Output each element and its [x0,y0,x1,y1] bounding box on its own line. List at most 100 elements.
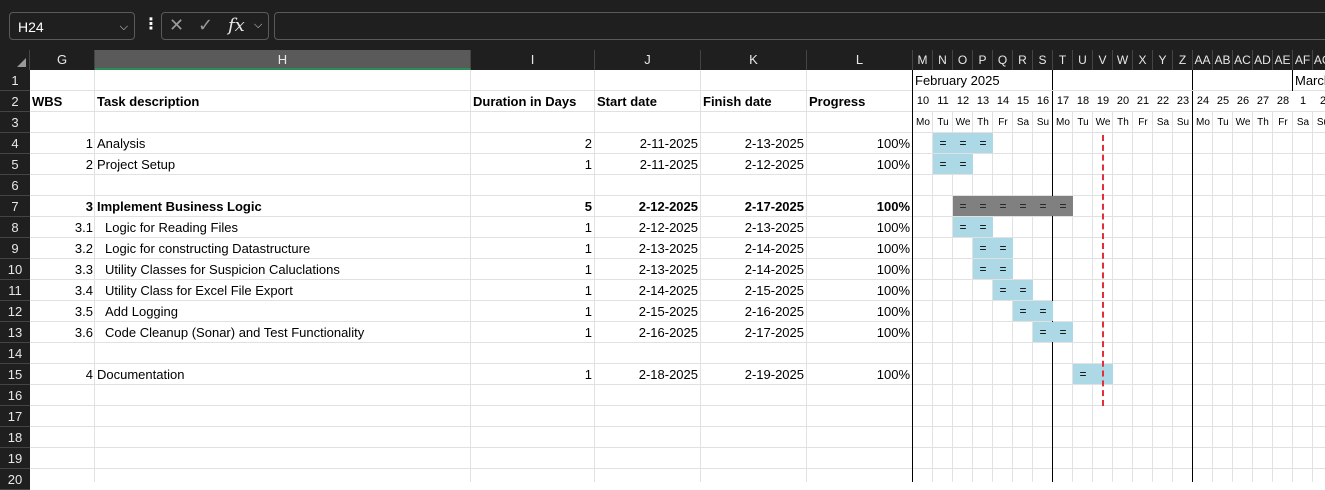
row-header[interactable]: 9 [0,238,30,259]
column-header-AC[interactable]: AC [1233,50,1253,70]
gridline [30,342,913,343]
gantt-progress-marker: = [979,262,987,276]
chevron-down-icon[interactable]: ⌵ [119,21,128,33]
gantt-progress-marker: = [999,199,1007,213]
column-header-AE[interactable]: AE [1273,50,1293,70]
enter-icon[interactable]: ✓ [198,15,214,35]
row-header[interactable]: 20 [0,469,30,490]
row-header[interactable]: 10 [0,259,30,280]
column-header-AG[interactable]: AG [1313,50,1325,70]
gridline [30,90,913,91]
row-header[interactable]: 12 [0,301,30,322]
cancel-icon[interactable]: ✕ [169,15,185,35]
column-header-P[interactable]: P [973,50,993,70]
column-header-AF[interactable]: AF [1293,50,1313,70]
row-header[interactable]: 5 [0,154,30,175]
gridline [913,132,1325,133]
name-box[interactable]: H24 ⌵ [9,12,135,40]
insert-function-icon[interactable]: fx [228,15,245,36]
row-header[interactable]: 16 [0,385,30,406]
header-finish-date: Finish date [703,94,772,109]
row-header[interactable]: 6 [0,175,30,196]
column-header-L[interactable]: L [807,50,913,70]
column-header-K[interactable]: K [701,50,807,70]
gridline [913,216,1325,217]
gridline [30,426,913,427]
gantt-progress-marker: = [939,157,947,171]
column-header-W[interactable]: W [1113,50,1133,70]
row-header[interactable]: 13 [0,322,30,343]
column-header-N[interactable]: N [933,50,953,70]
column-header-H[interactable]: H [95,50,471,70]
column-header-AB[interactable]: AB [1213,50,1233,70]
gridline [700,70,701,482]
column-header-T[interactable]: T [1053,50,1073,70]
select-all-corner[interactable] [0,50,30,70]
row-header[interactable]: 18 [0,427,30,448]
gridline [30,363,913,364]
task-finish-date: 2-15-2025 [744,283,804,298]
row-header[interactable]: 14 [0,343,30,364]
row-header[interactable]: 4 [0,133,30,154]
column-header-X[interactable]: X [1133,50,1153,70]
column-header-V[interactable]: V [1093,50,1113,70]
gridline [94,70,95,482]
task-finish-date: 2-19-2025 [744,367,804,382]
row-header[interactable]: 1 [0,70,30,91]
column-header-I[interactable]: I [471,50,595,70]
column-header-U[interactable]: U [1073,50,1093,70]
task-duration: 1 [584,262,592,277]
row-header[interactable]: 7 [0,196,30,217]
gantt-day-of-week: Sa [1156,117,1170,128]
spreadsheet-grid[interactable]: February 2025 March WBS Task description Dur… [30,70,1325,482]
column-header-O[interactable]: O [953,50,973,70]
task-name: Utility Class for Excel File Export [105,283,293,298]
column-header-Z[interactable]: Z [1173,50,1193,70]
task-name: Implement Business Logic [97,199,262,214]
header-progress: Progress [809,94,866,109]
expand-chevron-icon[interactable]: ⌵ [254,19,263,31]
column-header-J[interactable]: J [595,50,701,70]
task-name: Code Cleanup (Sonar) and Test Functional… [105,325,365,340]
task-duration: 1 [584,325,592,340]
column-header-Y[interactable]: Y [1153,50,1173,70]
gantt-progress-marker: = [1079,367,1087,381]
gridline [30,384,913,385]
row-header[interactable]: 15 [0,364,30,385]
column-header-Q[interactable]: Q [993,50,1013,70]
task-progress: 100% [876,199,910,214]
formula-input[interactable] [274,12,1325,40]
column-header-M[interactable]: M [913,50,933,70]
task-name: Utility Classes for Suspicion Caluclatio… [105,262,340,277]
gridline [1312,111,1313,482]
gantt-day-number: 26 [1236,95,1250,107]
row-header[interactable]: 19 [0,448,30,469]
gridline [30,258,913,259]
header-start-date: Start date [597,94,657,109]
column-header-AA[interactable]: AA [1193,50,1213,70]
column-header-S[interactable]: S [1033,50,1053,70]
row-header[interactable]: 3 [0,112,30,133]
gantt-day-of-week: Tu [1077,117,1089,128]
task-duration: 2 [584,136,592,151]
row-header[interactable]: 17 [0,406,30,427]
task-wbs: 3.2 [74,241,93,256]
column-header-G[interactable]: G [30,50,95,70]
task-duration: 1 [584,157,592,172]
column-header-R[interactable]: R [1013,50,1033,70]
gantt-day-of-week: Fr [1278,117,1288,128]
task-start-date: 2-12-2025 [638,220,698,235]
gridline [913,363,1325,364]
more-options-icon[interactable]: ⋮ [143,16,159,33]
gantt-progress-marker: = [959,199,967,213]
gantt-day-of-week: Th [1257,117,1269,128]
gantt-task-bar [1033,322,1073,342]
task-progress: 100% [876,262,910,277]
gantt-day-of-week: We [1235,117,1251,128]
row-header[interactable]: 8 [0,217,30,238]
row-header[interactable]: 11 [0,280,30,301]
task-finish-date: 2-14-2025 [744,262,804,277]
column-header-AD[interactable]: AD [1253,50,1273,70]
row-header[interactable]: 2 [0,91,30,112]
gridline [1072,111,1073,482]
